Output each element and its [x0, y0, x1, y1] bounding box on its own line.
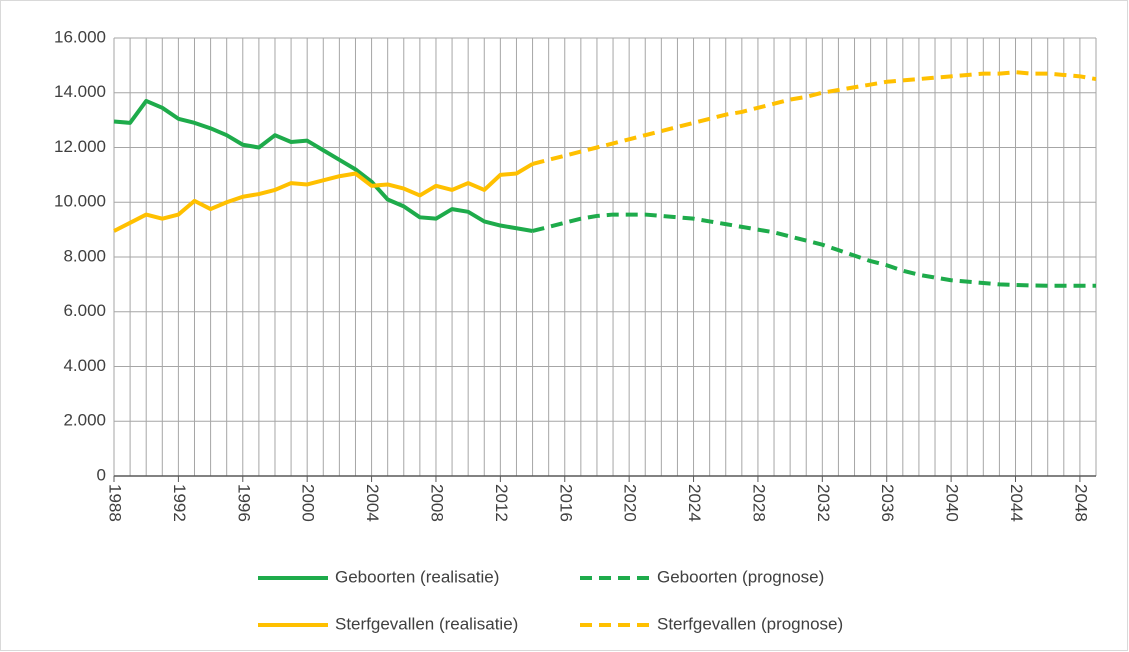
- x-tick-label: 1988: [106, 484, 125, 522]
- x-tick-label: 2004: [363, 484, 382, 522]
- x-tick-label: 2000: [299, 484, 318, 522]
- y-tick-label: 12.000: [54, 137, 106, 156]
- x-tick-label: 2016: [556, 484, 575, 522]
- x-tick-label: 1996: [234, 484, 253, 522]
- y-tick-label: 16.000: [54, 27, 106, 46]
- y-tick-label: 2.000: [63, 411, 106, 430]
- y-tick-label: 14.000: [54, 82, 106, 101]
- legend-label: Sterfgevallen (realisatie): [335, 614, 518, 633]
- legend-label: Sterfgevallen (prognose): [657, 614, 843, 633]
- x-tick-label: 2008: [427, 484, 446, 522]
- series-line: [113, 162, 534, 233]
- y-tick-label: 4.000: [63, 356, 106, 375]
- legend-label: Geboorten (realisatie): [335, 567, 499, 586]
- y-tick-label: 6.000: [63, 301, 106, 320]
- series-line: [532, 212, 1096, 288]
- x-tick-label: 1992: [170, 484, 189, 522]
- x-tick-label: 2012: [492, 484, 511, 522]
- y-tick-label: 0: [97, 465, 106, 484]
- x-tick-label: 2024: [685, 484, 704, 522]
- x-tick-label: 2032: [814, 484, 833, 522]
- y-tick-label: 10.000: [54, 192, 106, 211]
- x-tick-label: 2048: [1071, 484, 1090, 522]
- x-tick-label: 2036: [878, 484, 897, 522]
- y-tick-label: 8.000: [63, 246, 106, 265]
- legend-label: Geboorten (prognose): [657, 567, 824, 586]
- series-line: [532, 70, 1097, 166]
- series-line: [113, 98, 533, 233]
- x-tick-label: 2020: [621, 484, 640, 522]
- x-tick-label: 2044: [1007, 484, 1026, 522]
- x-tick-label: 2028: [749, 484, 768, 522]
- x-tick-label: 2040: [943, 484, 962, 522]
